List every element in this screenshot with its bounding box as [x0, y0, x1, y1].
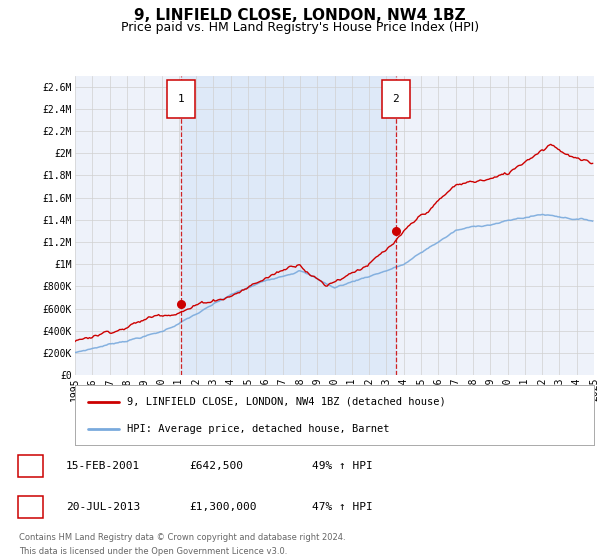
Text: 47% ↑ HPI: 47% ↑ HPI	[312, 502, 373, 512]
Text: 2: 2	[392, 94, 399, 104]
Bar	[181, 76, 396, 375]
Text: 9, LINFIELD CLOSE, LONDON, NW4 1BZ (detached house): 9, LINFIELD CLOSE, LONDON, NW4 1BZ (deta…	[127, 396, 446, 407]
Text: £642,500: £642,500	[189, 461, 243, 471]
Text: 2: 2	[27, 502, 34, 512]
Text: 1: 1	[27, 461, 34, 471]
Text: 9, LINFIELD CLOSE, LONDON, NW4 1BZ: 9, LINFIELD CLOSE, LONDON, NW4 1BZ	[134, 8, 466, 24]
Text: This data is licensed under the Open Government Licence v3.0.: This data is licensed under the Open Gov…	[19, 547, 287, 556]
Text: 1: 1	[178, 94, 184, 104]
Text: 20-JUL-2013: 20-JUL-2013	[66, 502, 140, 512]
Text: Contains HM Land Registry data © Crown copyright and database right 2024.: Contains HM Land Registry data © Crown c…	[19, 533, 346, 542]
FancyBboxPatch shape	[167, 80, 195, 118]
Text: Price paid vs. HM Land Registry's House Price Index (HPI): Price paid vs. HM Land Registry's House …	[121, 21, 479, 34]
Text: 15-FEB-2001: 15-FEB-2001	[66, 461, 140, 471]
Text: 49% ↑ HPI: 49% ↑ HPI	[312, 461, 373, 471]
Text: HPI: Average price, detached house, Barnet: HPI: Average price, detached house, Barn…	[127, 424, 389, 435]
FancyBboxPatch shape	[382, 80, 410, 118]
Text: £1,300,000: £1,300,000	[189, 502, 257, 512]
